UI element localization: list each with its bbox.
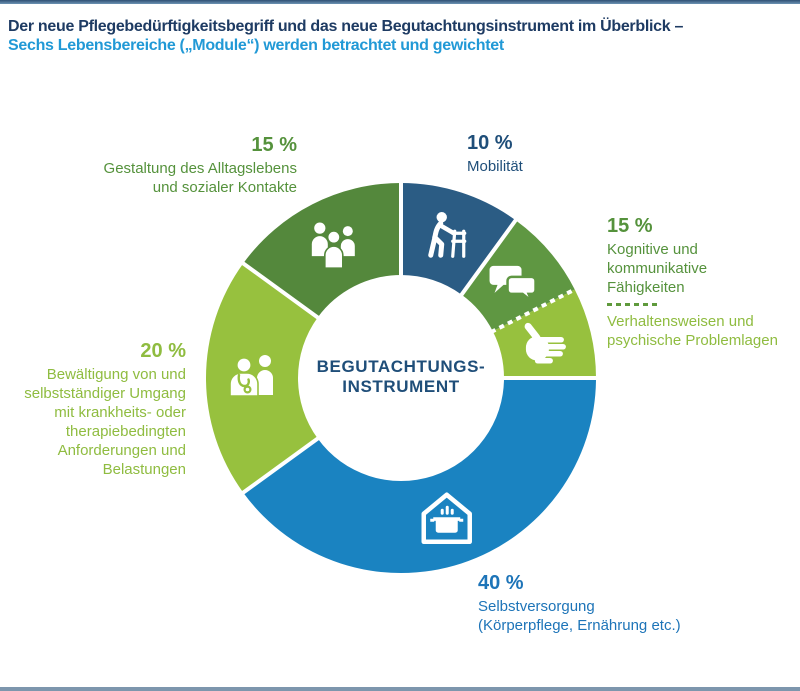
label-line: Fähigkeiten [607,279,685,296]
label-kognitiv: 15 % Kognitive und kommunikative Fähigke… [607,215,800,350]
percent-mobilitaet: 10 % [467,132,513,154]
donut-segment-3 [492,289,596,378]
label-selbstversorgung: 40 % Selbstversorgung (Körperpflege, Ern… [478,572,681,635]
percent-gestaltung: 15 % [251,134,297,156]
label-line: Kognitive und kommunikative [607,241,708,277]
label-bewaeltigung: 20 % Bewältigung von und selbstständiger… [0,340,186,479]
label-line: Belastungen [102,461,186,478]
center-label-line1: BEGUTACHTUNGS- [316,357,486,376]
label-line: mit krankheits- oder [54,404,186,421]
label-line: Gestaltung des Alltagslebens [103,160,297,177]
percent-selbstversorgung: 40 % [478,572,524,594]
donut-segment-4 [243,378,596,573]
figure-headline: Der neue Pflegebedürftigkeitsbegriff und… [8,17,796,55]
label-line: Mobilität [467,158,523,175]
donut-center-label: BEGUTACHTUNGS- INSTRUMENT [291,357,511,397]
bottom-rule [0,687,800,691]
figure-subtitle: Sechs Lebensbereiche („Module“) werden b… [8,37,504,54]
segment-separator [240,435,321,496]
segment-separator [240,260,321,321]
label-line: Anforderungen und [57,442,186,459]
dashed-segment-separator [490,286,578,334]
label-line: selbstständiger Umgang [24,385,186,402]
percent-kognitiv: 15 % [607,215,653,237]
label-line: Verhaltensweisen und [607,313,754,330]
label-line: Bewältigung von und [46,366,186,383]
label-line: therapiebedingten [65,423,186,440]
label-line: psychische Problemlagen [607,332,778,349]
percent-bewaeltigung: 20 % [140,340,186,362]
dashed-separator [607,303,661,306]
label-mobilitaet: 10 % Mobilität [467,132,523,176]
center-label-line2: INSTRUMENT [342,377,460,396]
top-rule [0,0,800,4]
label-line: Selbstversorgung [478,598,595,615]
segment-separator [458,217,519,298]
label-line: (Körperpflege, Ernährung etc.) [478,617,681,634]
label-line: und sozialer Kontakte [152,179,297,196]
figure-title: Der neue Pflegebedürftigkeitsbegriff und… [8,18,684,35]
label-gestaltung: 15 % Gestaltung des Alltagslebens und so… [18,134,297,197]
donut-segment-1 [401,183,516,295]
